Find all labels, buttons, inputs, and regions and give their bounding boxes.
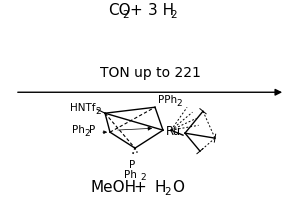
Text: PPh: PPh (158, 95, 177, 105)
Text: P: P (129, 160, 135, 170)
Text: 2: 2 (95, 107, 100, 116)
Text: 2: 2 (164, 187, 171, 197)
Text: P: P (89, 125, 95, 135)
Text: 2: 2 (84, 129, 90, 138)
Text: +: + (134, 180, 146, 195)
Text: MeOH: MeOH (90, 180, 136, 195)
Text: Ph: Ph (124, 170, 136, 180)
Text: O: O (172, 180, 184, 195)
Text: Ph: Ph (72, 125, 85, 135)
Text: 2: 2 (170, 10, 177, 20)
Text: H: H (155, 180, 166, 195)
Text: CO: CO (108, 3, 130, 18)
Text: 2: 2 (176, 99, 182, 108)
Text: 3 H: 3 H (148, 3, 174, 18)
Text: 2: 2 (140, 173, 145, 182)
Text: TON up to 221: TON up to 221 (100, 66, 200, 80)
Text: HNTf: HNTf (70, 103, 95, 113)
Text: Ru: Ru (166, 125, 181, 138)
Text: +: + (130, 3, 142, 18)
Text: 2: 2 (122, 10, 129, 20)
